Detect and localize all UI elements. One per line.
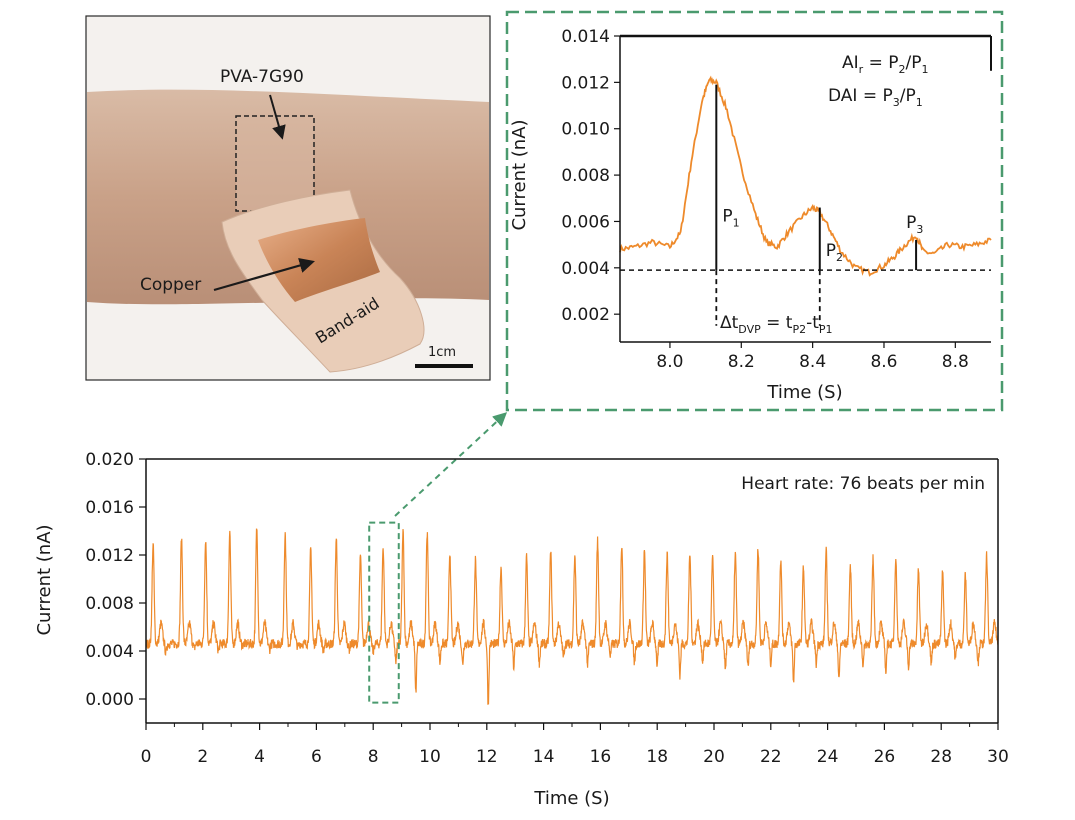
main-x-tick-label: 2 bbox=[197, 747, 208, 767]
zoom-connector-arrow bbox=[394, 412, 508, 517]
main-x-tick-label: 8 bbox=[368, 747, 379, 767]
main-x-tick-label: 14 bbox=[533, 747, 555, 767]
inset-y-tick-label: 0.008 bbox=[561, 166, 610, 186]
inset-series-line bbox=[619, 75, 992, 277]
main-ylabel: Current (nA) bbox=[34, 524, 55, 635]
inset-xlabel: Time (S) bbox=[766, 382, 842, 403]
pva-film bbox=[235, 115, 315, 212]
copper-label: Copper bbox=[140, 275, 201, 295]
main-series-line bbox=[145, 528, 999, 705]
dai-formula: DAI = P3/P1 bbox=[828, 86, 923, 109]
main-chart: 0 2 4 6 8 10 12 14 16 18 20 22 24 26 28 300.0000.0040.0… bbox=[34, 450, 1009, 809]
inset-peak-label: P2 bbox=[826, 241, 843, 264]
dt-formula: ΔtDVP = tP2-tP1 bbox=[720, 313, 833, 336]
inset-ylabel: Current (nA) bbox=[509, 119, 530, 230]
inset-x-tick-label: 8.0 bbox=[656, 352, 683, 372]
inset-y-tick-label: 0.002 bbox=[561, 305, 610, 325]
inset-y-tick-label: 0.006 bbox=[561, 212, 610, 232]
inset-x-tick-label: 8.2 bbox=[728, 352, 755, 372]
main-y-tick-label: 0.000 bbox=[85, 690, 134, 710]
main-x-tick-label: 12 bbox=[476, 747, 498, 767]
pva-arrow bbox=[269, 94, 286, 140]
main-x-tick-label: 6 bbox=[311, 747, 322, 767]
main-x-tick-label: 0 bbox=[141, 747, 152, 767]
inset-peak-label: P1 bbox=[722, 206, 739, 229]
copper-pad bbox=[258, 218, 380, 302]
main-y-tick-label: 0.004 bbox=[85, 642, 134, 662]
main-y-tick-label: 0.016 bbox=[85, 498, 134, 518]
main-x-tick-label: 24 bbox=[817, 747, 839, 767]
inset-chart: 8.0 8.2 8.4 8.6 8.8 0.002 0.004 0.006 0.008 0.010… bbox=[505, 10, 1004, 412]
air-formula: AIr = P2/P1 bbox=[842, 53, 929, 76]
copper-arrow bbox=[213, 257, 315, 292]
inset-y-tick-label: 0.014 bbox=[561, 27, 610, 47]
inset-y-tick-label: 0.012 bbox=[561, 73, 610, 93]
main-y-tick-label: 0.020 bbox=[85, 450, 134, 470]
inset-frame bbox=[505, 10, 1004, 412]
zoom-region-box bbox=[368, 521, 400, 704]
inset-y-tick-label: 0.004 bbox=[561, 259, 610, 279]
inset-x-tick-label: 8.6 bbox=[870, 352, 897, 372]
heart-rate-annotation: Heart rate: 76 beats per min bbox=[741, 474, 985, 494]
main-y-tick-label: 0.012 bbox=[85, 546, 134, 566]
inset-x-tick-label: 8.4 bbox=[799, 352, 826, 372]
inset-y-tick-label: 0.010 bbox=[561, 120, 610, 140]
main-x-tick-label: 22 bbox=[760, 747, 782, 767]
main-x-tick-label: 10 bbox=[419, 747, 441, 767]
main-x-tick-label: 28 bbox=[930, 747, 952, 767]
main-x-tick-label: 18 bbox=[646, 747, 668, 767]
photo-panel: PVA-7G90 Copper Band-aid 1cm bbox=[85, 15, 491, 381]
inset-x-tick-label: 8.8 bbox=[942, 352, 969, 372]
inset-peak-label: P3 bbox=[906, 213, 923, 236]
main-y-tick-label: 0.008 bbox=[85, 594, 134, 614]
scale-label: 1cm bbox=[428, 345, 456, 360]
main-x-tick-label: 4 bbox=[254, 747, 265, 767]
main-x-tick-label: 16 bbox=[590, 747, 612, 767]
main-x-tick-label: 30 bbox=[987, 747, 1009, 767]
main-xlabel: Time (S) bbox=[533, 788, 609, 809]
main-x-tick-label: 20 bbox=[703, 747, 725, 767]
pva-label: PVA-7G90 bbox=[220, 67, 304, 87]
main-x-tick-label: 26 bbox=[874, 747, 896, 767]
